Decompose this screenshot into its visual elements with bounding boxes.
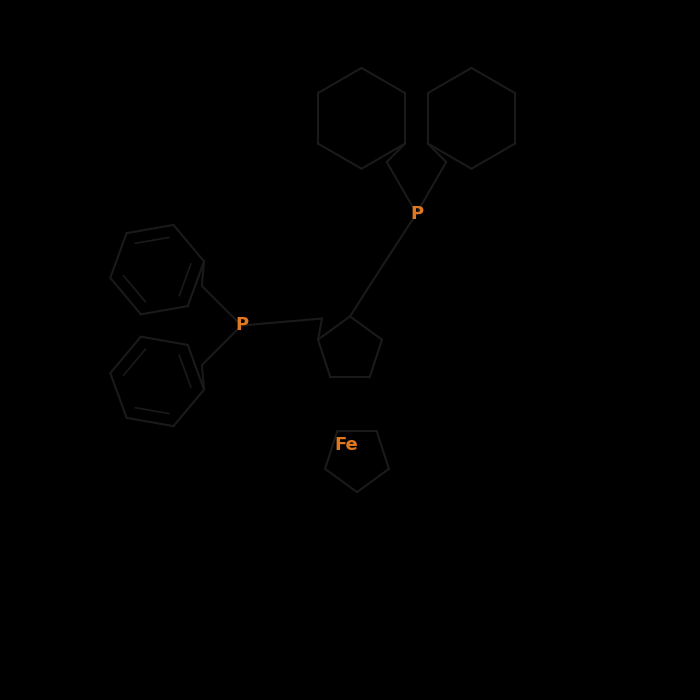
- Text: Fe: Fe: [335, 435, 358, 454]
- Text: P: P: [235, 316, 248, 335]
- Text: P: P: [410, 204, 423, 223]
